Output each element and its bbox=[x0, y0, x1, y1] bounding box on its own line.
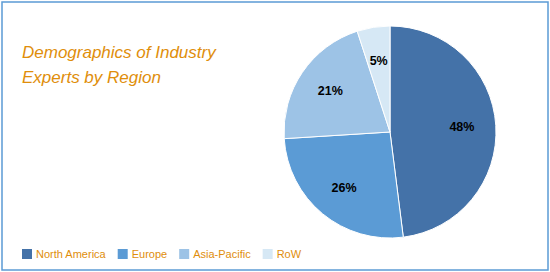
slice bbox=[390, 26, 496, 237]
legend-swatch bbox=[118, 249, 128, 259]
title-line: Experts by Region bbox=[22, 68, 161, 87]
data-label: 5% bbox=[370, 54, 388, 68]
slice bbox=[284, 132, 403, 238]
pie bbox=[284, 26, 496, 238]
legend-label: North America bbox=[36, 248, 107, 260]
data-label: 21% bbox=[318, 84, 343, 98]
title: Demographics of Industry Experts by Regio… bbox=[22, 43, 217, 87]
legend-swatch bbox=[22, 249, 32, 259]
legend-label: Asia-Pacific bbox=[193, 248, 251, 260]
data-label: 48% bbox=[449, 120, 474, 134]
data-labels: 48% 26% 21% 5% bbox=[318, 54, 475, 195]
data-label: 26% bbox=[332, 181, 357, 195]
legend-swatch bbox=[263, 249, 273, 259]
title-line: Demographics of Industry bbox=[22, 43, 217, 62]
legend: North America Europe Asia-Pacific RoW bbox=[22, 248, 302, 260]
legend-swatch bbox=[179, 249, 189, 259]
slice bbox=[357, 26, 390, 132]
legend-label: RoW bbox=[277, 248, 302, 260]
border bbox=[2, 2, 548, 270]
chart: Demographics of Industry Experts by Regio… bbox=[0, 0, 550, 272]
legend-label: Europe bbox=[132, 248, 167, 260]
